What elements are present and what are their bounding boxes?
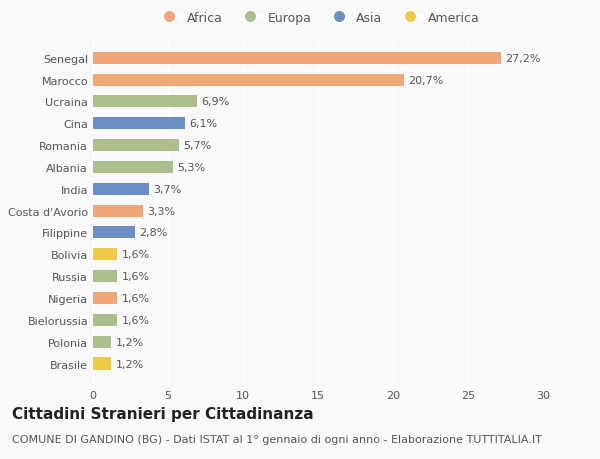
Bar: [93, 183, 149, 196]
Bar: [93, 162, 173, 174]
Text: 20,7%: 20,7%: [408, 75, 443, 85]
Text: 1,2%: 1,2%: [115, 337, 144, 347]
Text: 1,6%: 1,6%: [121, 272, 149, 281]
Text: 3,7%: 3,7%: [153, 185, 181, 194]
Bar: [93, 74, 404, 86]
Text: Cittadini Stranieri per Cittadinanza: Cittadini Stranieri per Cittadinanza: [12, 406, 314, 421]
Text: 2,8%: 2,8%: [139, 228, 168, 238]
Text: 1,6%: 1,6%: [121, 250, 149, 260]
Bar: [93, 118, 185, 130]
Bar: [93, 205, 143, 217]
Text: 6,1%: 6,1%: [189, 119, 217, 129]
Bar: [93, 314, 117, 326]
Bar: [93, 358, 111, 369]
Text: 1,6%: 1,6%: [121, 315, 149, 325]
Legend: Africa, Europa, Asia, America: Africa, Europa, Asia, America: [154, 9, 482, 27]
Bar: [93, 140, 179, 152]
Text: 3,3%: 3,3%: [147, 206, 175, 216]
Bar: [93, 336, 111, 348]
Text: 6,9%: 6,9%: [201, 97, 229, 107]
Bar: [93, 96, 197, 108]
Bar: [93, 227, 135, 239]
Text: 5,7%: 5,7%: [183, 141, 211, 151]
Text: 1,6%: 1,6%: [121, 293, 149, 303]
Text: 27,2%: 27,2%: [505, 54, 541, 63]
Text: 5,3%: 5,3%: [177, 162, 205, 173]
Bar: [93, 53, 501, 65]
Text: COMUNE DI GANDINO (BG) - Dati ISTAT al 1° gennaio di ogni anno - Elaborazione TU: COMUNE DI GANDINO (BG) - Dati ISTAT al 1…: [12, 434, 542, 444]
Bar: [93, 270, 117, 283]
Bar: [93, 249, 117, 261]
Text: 1,2%: 1,2%: [115, 359, 144, 369]
Bar: [93, 292, 117, 304]
